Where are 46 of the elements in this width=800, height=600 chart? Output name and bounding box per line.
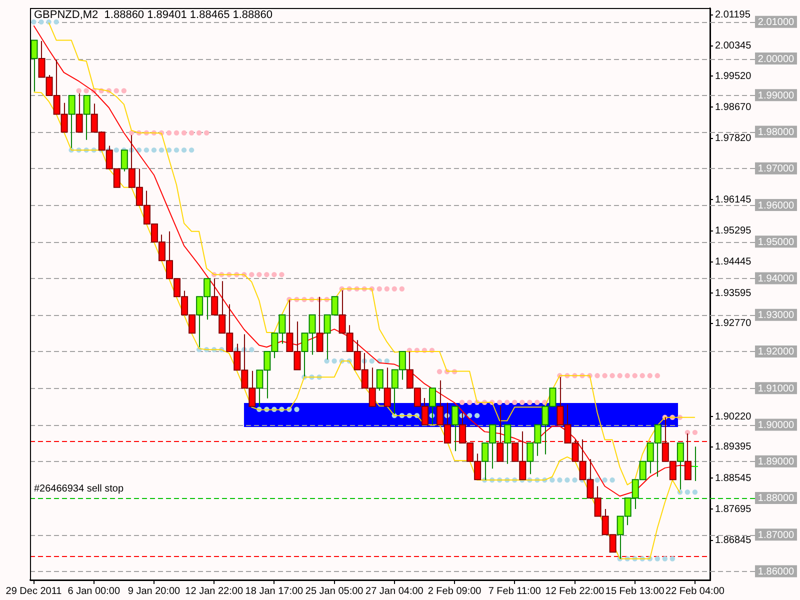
ref-line-label: 1.92000 xyxy=(758,346,795,358)
y-tick-label: 1.97820 xyxy=(715,133,752,144)
y-tick-label: 1.90220 xyxy=(715,411,752,422)
y-tick-label: 1.87695 xyxy=(715,504,752,515)
x-tick-label: 29 Dec 2011 xyxy=(6,586,62,597)
ref-line-label: 1.98000 xyxy=(758,127,795,138)
x-tick-label: 15 Feb 13:00 xyxy=(605,586,665,597)
y-tick-label: 1.94445 xyxy=(715,256,752,268)
annotation: #26466934 sell stop xyxy=(34,484,124,495)
y-tick-label: 1.99520 xyxy=(715,70,752,82)
x-tick-label: 18 Jan 17:00 xyxy=(245,586,304,597)
x-tick-label: 7 Feb 11:00 xyxy=(488,586,542,597)
y-tick-label: 1.93595 xyxy=(715,288,752,299)
ref-line-label: 1.95000 xyxy=(758,236,795,248)
ref-line-label: 1.90000 xyxy=(758,420,795,431)
ref-line-label: 1.88000 xyxy=(758,493,795,504)
y-tick-label: 2.00345 xyxy=(715,40,752,52)
chart-title: GBPNZD,M2 1.88860 1.89401 1.88465 1.88860 xyxy=(34,9,273,22)
candlestick xyxy=(691,446,698,482)
ref-line-label: 2.00000 xyxy=(758,54,795,65)
x-tick-label: 2 Feb 09:00 xyxy=(428,586,482,597)
ref-line-label: 1.99000 xyxy=(758,90,795,102)
ref-line-label: 1.89000 xyxy=(758,456,795,468)
ref-line-label: 2.01000 xyxy=(758,17,795,28)
x-tick-label: 27 Jan 04:00 xyxy=(366,586,424,597)
y-tick-label: 1.96145 xyxy=(715,194,752,206)
y-tick-label: 1.98670 xyxy=(715,102,752,113)
x-tick-label: 12 Jan 22:00 xyxy=(185,586,244,597)
x-tick-label: 25 Jan 05:00 xyxy=(305,586,364,597)
ref-line-label: 1.91000 xyxy=(758,383,795,394)
ref-line-label: 1.97000 xyxy=(758,164,795,175)
x-tick-label: 12 Feb 22:00 xyxy=(545,586,605,597)
x-tick-label: 9 Jan 20:00 xyxy=(128,586,181,597)
y-tick-label: 1.88545 xyxy=(715,472,752,484)
ref-line-label: 1.94000 xyxy=(758,274,795,285)
y-tick-label: 2.01195 xyxy=(715,10,751,21)
y-tick-label: 1.89395 xyxy=(715,442,752,453)
x-tick-label: 22 Feb 04:00 xyxy=(666,586,725,597)
ref-line-label: 1.96000 xyxy=(758,200,795,212)
y-tick-label: 1.92770 xyxy=(715,318,752,330)
x-tick-label: 6 Jan 00:00 xyxy=(68,586,120,597)
ref-line-label: 1.86000 xyxy=(758,566,795,578)
y-tick-label: 1.86845 xyxy=(715,535,752,546)
ref-line-label: 1.93000 xyxy=(758,310,795,322)
ref-line-label: 1.87000 xyxy=(758,530,795,541)
y-tick-label: 1.95295 xyxy=(715,226,752,237)
